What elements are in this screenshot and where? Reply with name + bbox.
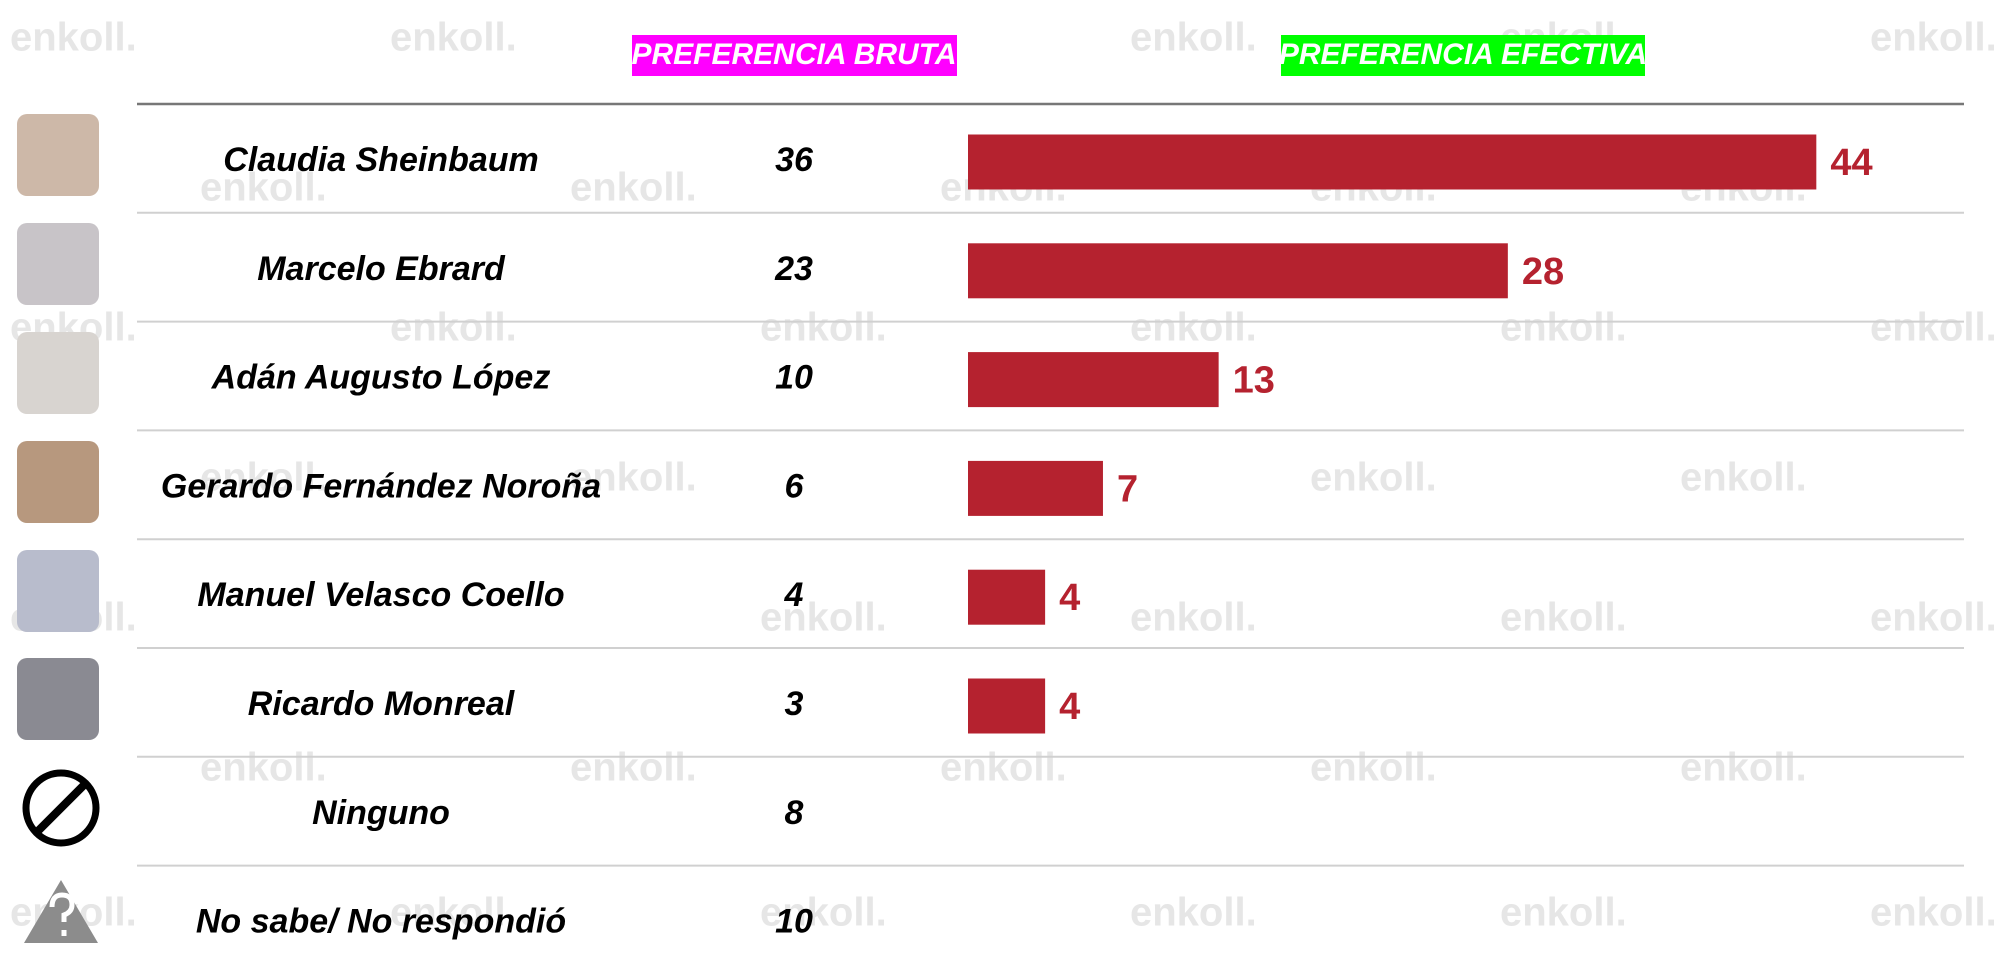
- watermark: enkoll.: [10, 16, 137, 60]
- raw-value: 10: [775, 359, 813, 397]
- watermark: enkoll.: [1310, 746, 1437, 790]
- watermark: enkoll.: [1680, 456, 1807, 500]
- watermark: enkoll.: [570, 746, 697, 790]
- watermark: enkoll.: [200, 746, 327, 790]
- watermark: enkoll.: [390, 16, 517, 60]
- watermark: enkoll.: [760, 596, 887, 640]
- header: PREFERENCIA BRUTA: [631, 38, 956, 71]
- watermark: enkoll.: [1500, 596, 1627, 640]
- watermark: enkoll.: [1500, 891, 1627, 935]
- raw-value: 3: [785, 685, 804, 723]
- photo: [17, 223, 99, 305]
- data-label: 44: [1830, 142, 1872, 184]
- raw-value: 8: [785, 794, 804, 832]
- watermark: enkoll.: [1130, 891, 1257, 935]
- watermark: enkoll.: [1870, 16, 1997, 60]
- photo: [17, 114, 99, 196]
- data-label: 4: [1059, 577, 1080, 619]
- bar: [968, 243, 1508, 298]
- raw-value: 6: [785, 467, 805, 505]
- icons: [17, 114, 99, 943]
- candidate-name: Ninguno: [312, 794, 450, 832]
- candidate-name: Adán Augusto López: [211, 359, 551, 397]
- watermark: enkoll.: [1130, 596, 1257, 640]
- bar: [968, 135, 1816, 190]
- watermark: enkoll.: [570, 166, 697, 210]
- watermark: enkoll.: [1870, 891, 1997, 935]
- raw-value: 36: [775, 141, 814, 179]
- candidate-name: Claudia Sheinbaum: [223, 141, 539, 179]
- bar: [968, 352, 1219, 407]
- none-icon-slash: [37, 784, 85, 832]
- watermark: enkoll.: [760, 306, 887, 350]
- photo: [17, 441, 99, 523]
- data-label: 28: [1522, 251, 1564, 293]
- photo: [17, 332, 99, 414]
- watermark: enkoll.: [940, 746, 1067, 790]
- page: enkoll. enkoll. enkoll. enkoll. enkoll. enkol…: [0, 0, 2014, 973]
- candidate-name: Ricardo Monreal: [248, 685, 516, 723]
- candidate-name: Manuel Velasco Coello: [197, 576, 564, 614]
- candidate-name: Marcelo Ebrard: [257, 250, 506, 288]
- bar: [968, 461, 1103, 516]
- watermark: enkoll.: [1130, 306, 1257, 350]
- watermark: enkoll.: [1310, 456, 1437, 500]
- watermark: enkoll.: [1870, 596, 1997, 640]
- photo: [17, 550, 99, 632]
- chart: enkoll. enkoll. enkoll. enkoll. enkoll. enkol…: [0, 0, 2014, 973]
- bar: [968, 570, 1045, 625]
- data-label: 4: [1059, 686, 1080, 728]
- data-label: 7: [1117, 468, 1138, 510]
- candidate-name: No sabe/ No respondió: [196, 903, 566, 941]
- header: PREFERENCIA EFECTIVA: [1279, 38, 1647, 71]
- raw-value: 10: [775, 903, 813, 941]
- watermark: enkoll.: [1500, 306, 1627, 350]
- watermark: enkoll.: [390, 306, 517, 350]
- candidate-name: Gerardo Fernández Noroña: [161, 467, 601, 505]
- raw-value: 23: [774, 250, 813, 288]
- watermark: enkoll.: [1870, 306, 1997, 350]
- data-label: 13: [1233, 360, 1275, 402]
- bar: [968, 679, 1045, 734]
- photo: [17, 658, 99, 740]
- watermark: enkoll.: [1680, 746, 1807, 790]
- raw-value: 4: [784, 576, 804, 614]
- watermark: enkoll.: [1130, 16, 1257, 60]
